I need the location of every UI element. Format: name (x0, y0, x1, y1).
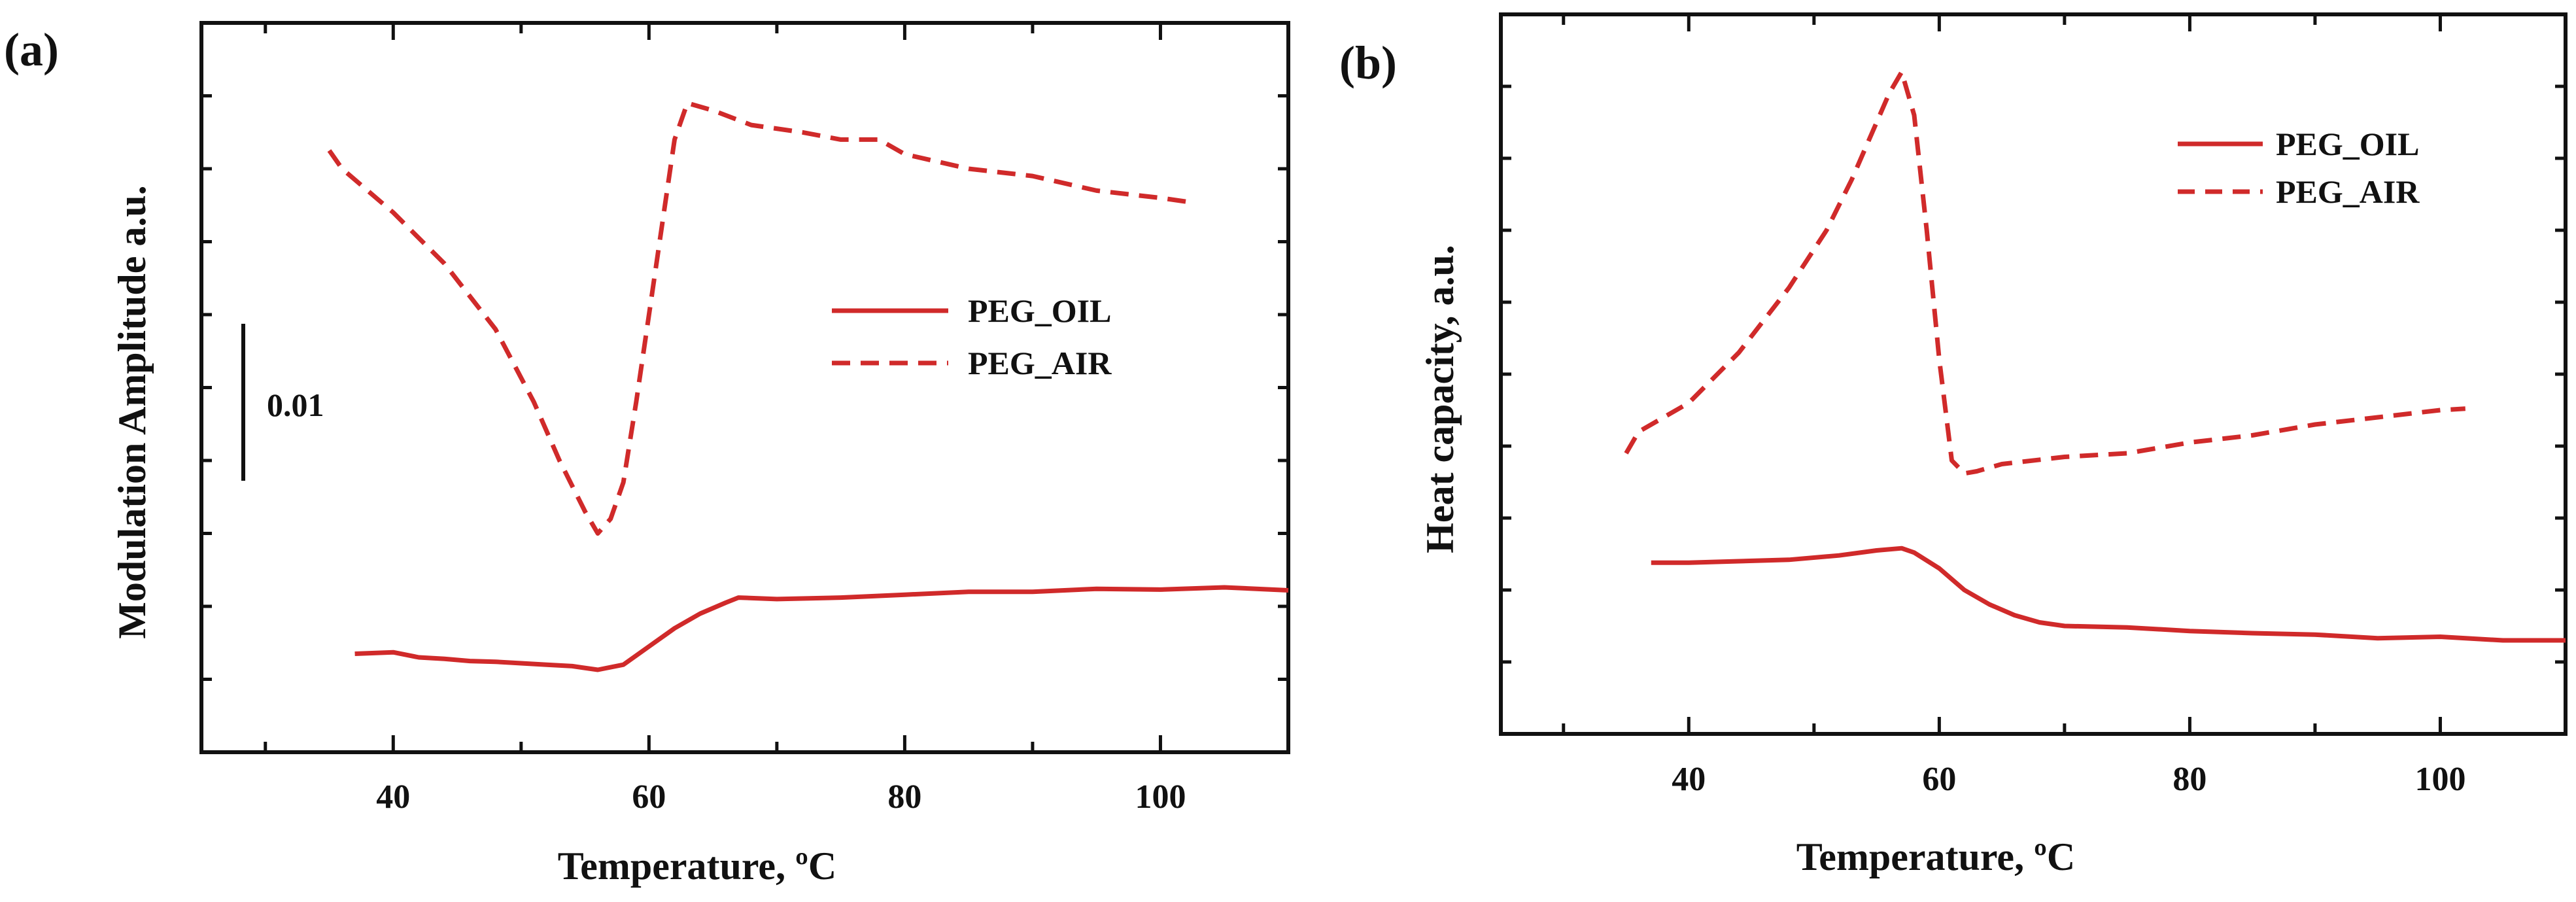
plot-frame-b (1499, 12, 2567, 736)
series-line-peg-air-a (327, 101, 1187, 536)
legend-b: PEG_OIL PEG_AIR (2178, 126, 2420, 210)
ticks-b: 40 60 80 100 (1501, 14, 2567, 798)
series-line-peg-oil-b (1651, 546, 2566, 643)
x-tick-label-a-40: 40 (376, 778, 410, 816)
x-tick-label-b-80: 80 (2172, 761, 2207, 798)
plot-frame-a (199, 21, 1290, 754)
scale-bar-label: 0.01 (267, 387, 324, 423)
series-line-peg-oil-a (354, 585, 1289, 672)
panel-label-b: (b) (1339, 37, 1397, 89)
y-axis-title-b: Heat capacity, a.u. (1418, 245, 1462, 553)
panel-label-a: (a) (4, 24, 59, 76)
panel-a: (a) Modulation Amplitude a.u. Temperatur… (4, 21, 1290, 888)
x-axis-title-b: Temperature, ºC (1796, 835, 2075, 878)
legend-a: PEG_OIL PEG_AIR (832, 292, 1112, 381)
legend-label-peg-air-a: PEG_AIR (968, 345, 1112, 381)
x-tick-label-a-60: 60 (632, 778, 666, 816)
x-tick-label-a-100: 100 (1135, 778, 1186, 816)
legend-label-peg-oil-a: PEG_OIL (968, 292, 1111, 329)
series-a (327, 101, 1289, 672)
legend-label-peg-oil-b: PEG_OIL (2276, 126, 2419, 162)
x-tick-label-a-80: 80 (887, 778, 921, 816)
x-tick-label-b-100: 100 (2414, 761, 2465, 798)
series-line-peg-air-b (1624, 69, 2466, 476)
legend-label-peg-air-b: PEG_AIR (2276, 173, 2420, 210)
scale-bar: 0.01 (241, 324, 324, 481)
x-tick-label-b-40: 40 (1672, 761, 1706, 798)
y-axis-title-a: Modulation Amplitude a.u. (111, 185, 154, 639)
panel-b: (b) Heat capacity, a.u. Temperature, ºC … (1339, 12, 2567, 878)
x-axis-title-a: Temperature, ºC (558, 844, 836, 888)
ticks-a: 40 60 80 100 (201, 23, 1290, 816)
series-b (1624, 69, 2566, 643)
x-tick-label-b-60: 60 (1922, 761, 1956, 798)
